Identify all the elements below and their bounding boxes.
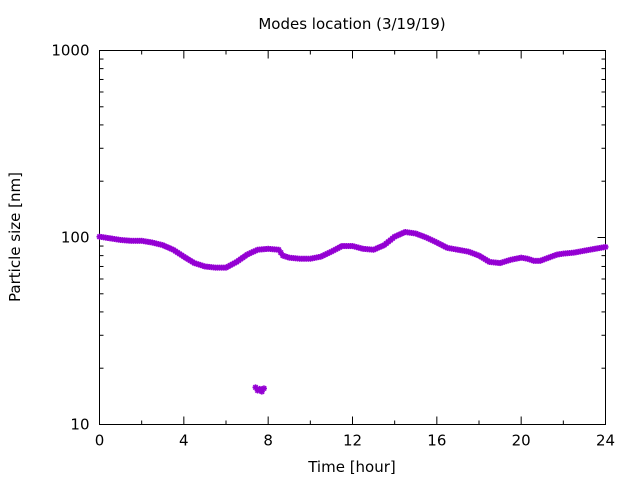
data-point bbox=[260, 385, 267, 392]
x-tick-label: 12 bbox=[343, 432, 362, 450]
y-tick-label: 10 bbox=[70, 416, 89, 434]
x-axis-label: Time [hour] bbox=[307, 458, 396, 476]
data-point bbox=[602, 243, 609, 250]
plot-frame bbox=[99, 50, 606, 425]
x-tick-label: 24 bbox=[596, 432, 615, 450]
y-tick-label: 1000 bbox=[51, 42, 89, 60]
x-tick-label: 8 bbox=[263, 432, 273, 450]
data-points bbox=[96, 229, 609, 395]
x-tick-label: 16 bbox=[427, 432, 446, 450]
chart-title: Modes location (3/19/19) bbox=[258, 15, 445, 33]
y-axis-label: Particle size [nm] bbox=[6, 172, 24, 302]
x-tick-labels: 0 4 8 12 16 20 24 bbox=[95, 432, 615, 450]
x-tick-label: 0 bbox=[95, 432, 105, 450]
x-tick-label: 4 bbox=[179, 432, 189, 450]
axis-ticks bbox=[99, 50, 606, 425]
y-tick-labels: 10 100 1000 bbox=[51, 42, 89, 434]
y-tick-label: 100 bbox=[61, 229, 90, 247]
x-tick-label: 20 bbox=[512, 432, 531, 450]
